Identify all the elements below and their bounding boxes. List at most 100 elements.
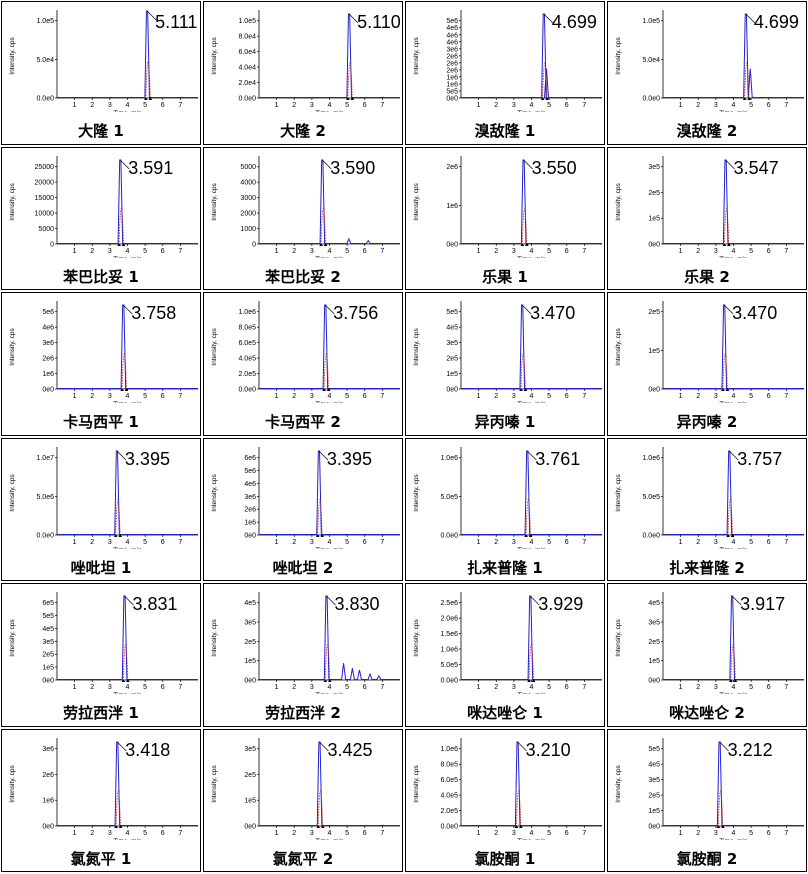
chromatogram-panel: 1 2 3 4 5 6 7 Time, min 0e0 1e5 2e5 3e5 4e5 5e5 6e5 Int… bbox=[1, 583, 201, 727]
x-tick-label: 3 bbox=[310, 102, 314, 109]
y-tick-label: 5e6 bbox=[446, 18, 458, 25]
retention-time-label: 3.929 bbox=[538, 594, 583, 614]
x-tick-label: 2 bbox=[696, 539, 700, 546]
x-axis-label: Time, min bbox=[113, 256, 142, 258]
retention-time-label: 3.917 bbox=[740, 594, 785, 614]
x-tick-label: 7 bbox=[380, 248, 384, 255]
x-axis-label: Time, min bbox=[113, 692, 142, 694]
x-tick-label: 4 bbox=[328, 102, 332, 109]
x-tick-label: 2 bbox=[292, 393, 296, 400]
peak-fit-line bbox=[115, 789, 121, 825]
peak-fit-line bbox=[723, 207, 730, 243]
apex-marker bbox=[745, 13, 756, 24]
x-tick-label: 5 bbox=[547, 248, 551, 255]
apex-marker bbox=[527, 450, 537, 460]
y-axis-label: Intensity, cps bbox=[9, 764, 16, 802]
x-tick-label: 2 bbox=[90, 830, 94, 837]
x-tick-label: 1 bbox=[477, 393, 481, 400]
x-tick-label: 5 bbox=[143, 830, 147, 837]
x-tick-label: 3 bbox=[512, 102, 516, 109]
y-axis-label: Intensity, cps bbox=[413, 619, 420, 657]
y-tick-label: 3e5 bbox=[42, 639, 54, 646]
chromatogram-panel: 1 2 3 4 5 6 7 Time, min 0 5000 10000 15000 20000 2500… bbox=[1, 146, 201, 290]
y-tick-label: 2e5 bbox=[648, 792, 660, 799]
peak-boundary-marker bbox=[514, 824, 523, 828]
x-tick-label: 4 bbox=[530, 830, 534, 837]
peak-fit-line bbox=[730, 644, 736, 680]
y-tick-label: 3000 bbox=[240, 195, 256, 202]
x-tick-label: 6 bbox=[363, 393, 367, 400]
x-tick-label: 5 bbox=[345, 248, 349, 255]
y-tick-label: 1e6 bbox=[446, 202, 458, 209]
panel-caption: 氯胺酮 2 bbox=[676, 849, 738, 868]
trace-line bbox=[57, 304, 198, 389]
panel-caption: 溴敌隆 2 bbox=[676, 122, 738, 140]
x-tick-label: 6 bbox=[565, 393, 569, 400]
chromatogram-plot: 1 2 3 4 5 6 7 Time, min 0e0 1e5 2e5 3e5 Intensity, c… bbox=[211, 737, 400, 840]
x-axis-label: Time, min bbox=[517, 256, 546, 258]
panel-caption: 卡马西平 1 bbox=[63, 413, 139, 431]
x-tick-label: 4 bbox=[126, 684, 130, 691]
y-tick-label: 4e5 bbox=[244, 600, 256, 607]
x-tick-label: 6 bbox=[767, 248, 771, 255]
x-tick-label: 1 bbox=[679, 684, 683, 691]
y-tick-label: 1000 bbox=[240, 226, 256, 233]
peak-boundary-marker bbox=[121, 679, 130, 682]
x-tick-label: 7 bbox=[178, 830, 182, 837]
x-tick-label: 4 bbox=[530, 539, 534, 546]
x-tick-label: 6 bbox=[363, 248, 367, 255]
x-tick-label: 4 bbox=[328, 684, 332, 691]
y-tick-label: 4000 bbox=[240, 179, 256, 186]
apex-marker bbox=[325, 304, 335, 315]
x-tick-label: 2 bbox=[90, 393, 94, 400]
x-tick-label: 3 bbox=[108, 830, 112, 837]
x-tick-label: 5 bbox=[345, 393, 349, 400]
panel-caption: 氯胺酮 1 bbox=[474, 849, 536, 868]
x-tick-label: 3 bbox=[108, 393, 112, 400]
x-tick-label: 6 bbox=[767, 830, 771, 837]
x-tick-label: 2 bbox=[494, 539, 498, 546]
x-axis-label: Time, min bbox=[315, 547, 344, 549]
x-tick-label: 5 bbox=[345, 830, 349, 837]
y-tick-label: 2000 bbox=[240, 210, 256, 217]
x-tick-label: 6 bbox=[767, 102, 771, 109]
x-tick-label: 1 bbox=[275, 539, 279, 546]
peak-boundary-marker bbox=[319, 242, 328, 246]
peak-fit-line bbox=[317, 498, 323, 534]
y-tick-label: 5.0e4 bbox=[36, 57, 54, 64]
chromatogram-panel: 1234567Time, min0e05e51e61e62e62e62e63e6… bbox=[405, 1, 605, 145]
x-tick-label: 2 bbox=[494, 248, 498, 255]
y-tick-label: 4e6 bbox=[42, 325, 54, 332]
y-axis-label: Intensity, cps bbox=[413, 328, 420, 366]
y-tick-label: 15000 bbox=[35, 195, 55, 202]
y-axis-label: Intensity, cps bbox=[615, 473, 622, 511]
x-tick-label: 3 bbox=[108, 684, 112, 691]
x-tick-label: 4 bbox=[732, 830, 736, 837]
y-tick-label: 0e0 bbox=[648, 678, 660, 685]
peak-fit-line bbox=[121, 353, 127, 389]
panel-caption: 大隆 2 bbox=[280, 122, 326, 140]
y-axis-label: Intensity, cps bbox=[615, 182, 622, 220]
x-tick-label: 7 bbox=[784, 393, 788, 400]
chromatogram-panel: 1 2 3 4 5 6 7 Time, min 0e0 1e6 2e6 3e6 4e6 5e6 6e6 Int… bbox=[203, 437, 403, 581]
y-axis-label: Intensity, cps bbox=[615, 764, 622, 802]
y-tick-label: 4.0e4 bbox=[238, 65, 256, 72]
apex-marker bbox=[322, 159, 332, 169]
x-tick-label: 4 bbox=[530, 684, 534, 691]
x-axis-label: Time, min bbox=[315, 110, 344, 112]
x-tick-label: 2 bbox=[696, 830, 700, 837]
x-tick-label: 7 bbox=[380, 393, 384, 400]
x-axis-label: Time, min bbox=[315, 401, 344, 403]
chromatogram-panel: 1 2 3 4 5 6 7 Time, min 0 1000 2000 3000 4000 5000 Int… bbox=[203, 146, 403, 290]
panel-caption: 乐果 2 bbox=[684, 267, 730, 286]
x-axis-label: Time, min bbox=[517, 838, 546, 840]
apex-marker bbox=[731, 595, 742, 606]
x-tick-label: 1 bbox=[477, 830, 481, 837]
y-tick-label: 2e5 bbox=[648, 309, 660, 316]
x-tick-label: 2 bbox=[494, 684, 498, 691]
x-tick-label: 6 bbox=[363, 539, 367, 546]
y-tick-label: 5000 bbox=[240, 164, 256, 171]
trace-line bbox=[461, 450, 602, 535]
retention-time-label: 3.550 bbox=[532, 158, 577, 178]
y-tick-label: 2.5e6 bbox=[440, 600, 458, 607]
